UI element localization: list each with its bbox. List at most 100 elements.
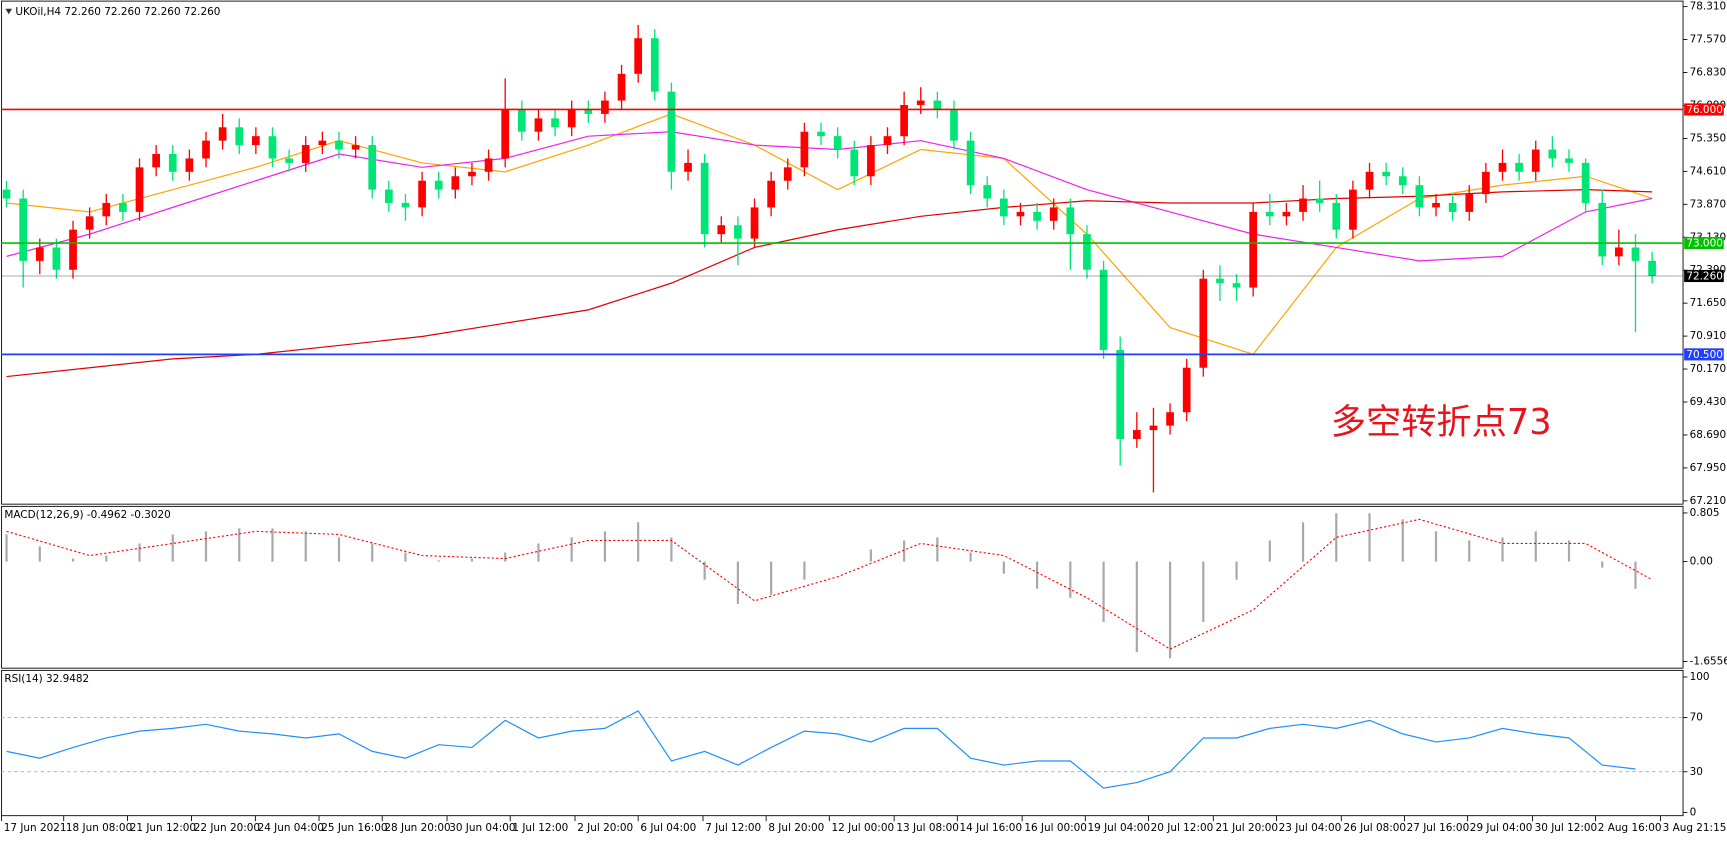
candle-body — [1232, 283, 1241, 288]
candle-body — [1033, 211, 1041, 221]
moving-average — [6, 189, 1653, 378]
level-label: 70.500 — [1686, 349, 1723, 361]
candle-body — [999, 198, 1008, 217]
candle-body — [1598, 202, 1607, 257]
candle-body — [650, 38, 659, 92]
candle-body — [1315, 198, 1324, 203]
chart-title: UKOil,H4 72.260 72.260 72.260 72.260 — [15, 6, 220, 18]
y-tick-label: 69.430 — [1690, 396, 1727, 408]
candle-body — [933, 100, 942, 110]
x-tick-label: 13 Jul 08:00 — [896, 822, 959, 834]
candle-body — [35, 247, 44, 261]
candle-body — [501, 109, 510, 159]
candle-body — [384, 189, 393, 203]
rsi-panel — [1, 669, 1684, 817]
y-tick-label: 68.690 — [1690, 429, 1727, 441]
macd-panel — [1, 505, 1684, 669]
x-tick-label: 17 Jun 2021 — [4, 822, 67, 834]
candle-body — [102, 202, 111, 217]
candle-body — [700, 162, 709, 235]
x-tick-label: 1 Jul 12:00 — [512, 822, 568, 834]
candle-body — [1548, 149, 1557, 159]
candle-body — [767, 180, 775, 208]
candle-body — [1581, 162, 1590, 203]
y-tick-label: 71.650 — [1690, 297, 1727, 309]
y-tick-label: 77.570 — [1690, 34, 1727, 46]
x-tick-label: 21 Jul 20:00 — [1215, 822, 1278, 834]
x-tick-label: 21 Jun 12:00 — [130, 822, 196, 834]
candle-body — [1016, 211, 1025, 217]
y-tick-label: 0.00 — [1690, 556, 1713, 568]
candle-body — [800, 131, 809, 168]
x-tick-label: 29 Jul 04:00 — [1470, 822, 1533, 834]
candle-body — [534, 118, 543, 132]
candle-body — [634, 38, 643, 74]
macd-title: MACD(12,26,9) -0.4962 -0.3020 — [4, 509, 170, 521]
candle-body — [1415, 185, 1424, 208]
candle-body — [734, 225, 742, 239]
candle-body — [1465, 194, 1474, 212]
candle-body — [551, 118, 559, 128]
candle-body — [916, 100, 925, 106]
x-tick-label: 20 Jul 12:00 — [1151, 822, 1214, 834]
candle-body — [135, 167, 144, 212]
candle-body — [1565, 158, 1573, 163]
rsi-line — [6, 710, 1636, 789]
candle-body — [202, 140, 210, 159]
y-tick-label: 70.910 — [1690, 330, 1727, 342]
candle-body — [1083, 234, 1091, 270]
candle-body — [900, 105, 908, 137]
candle-body — [883, 136, 892, 146]
candle-body — [1182, 367, 1191, 413]
symbol-icon — [5, 8, 13, 15]
x-tick-label: 25 Jun 16:00 — [321, 822, 387, 834]
candle-body — [252, 136, 260, 146]
candle-body — [1349, 189, 1357, 230]
candle-body — [185, 158, 194, 172]
y-tick-label: -1.6556 — [1690, 656, 1727, 668]
y-tick-label: 30 — [1690, 766, 1703, 778]
candle-body — [335, 140, 343, 150]
candle-body — [368, 145, 377, 190]
candle-body — [2, 189, 11, 199]
candle-body — [867, 145, 875, 177]
candle-body — [1482, 171, 1490, 195]
candle-body — [1515, 162, 1523, 172]
candle-body — [218, 127, 227, 141]
candle-body — [750, 207, 759, 239]
moving-average — [6, 113, 1653, 356]
candle-body — [351, 145, 360, 150]
price-panel — [1, 0, 1684, 505]
candle-body — [301, 145, 310, 163]
candle-body — [817, 131, 825, 137]
candle-body — [1648, 260, 1656, 276]
x-tick-label: 26 Jul 08:00 — [1343, 822, 1406, 834]
candle-body — [451, 176, 460, 190]
candle-body — [517, 109, 526, 132]
candle-body — [69, 229, 77, 270]
candle-body — [1365, 171, 1374, 190]
x-tick-label: 19 Jul 04:00 — [1087, 822, 1150, 834]
level-label: 72.260 — [1686, 271, 1723, 283]
candle-body — [1382, 171, 1391, 177]
level-box — [1684, 348, 1724, 361]
candle-body — [152, 153, 160, 168]
candle-body — [1282, 211, 1291, 217]
rsi-title: RSI(14) 32.9482 — [4, 673, 89, 685]
x-tick-label: 3 Aug 21:15 — [1663, 822, 1727, 834]
y-tick-label: 76.830 — [1690, 67, 1727, 79]
candle-body — [1615, 247, 1623, 257]
candle-body — [567, 109, 576, 128]
y-tick-label: 75.350 — [1690, 132, 1727, 144]
level-box — [1684, 269, 1724, 283]
candle-body — [1398, 176, 1407, 186]
candle-body — [268, 136, 277, 159]
candle-body — [235, 127, 244, 146]
x-tick-label: 14 Jul 16:00 — [960, 822, 1023, 834]
x-tick-label: 27 Jul 16:00 — [1407, 822, 1470, 834]
x-tick-label: 30 Jun 04:00 — [449, 822, 515, 834]
annotation: 多空转折点73 — [1331, 402, 1552, 443]
candle-body — [684, 162, 692, 172]
